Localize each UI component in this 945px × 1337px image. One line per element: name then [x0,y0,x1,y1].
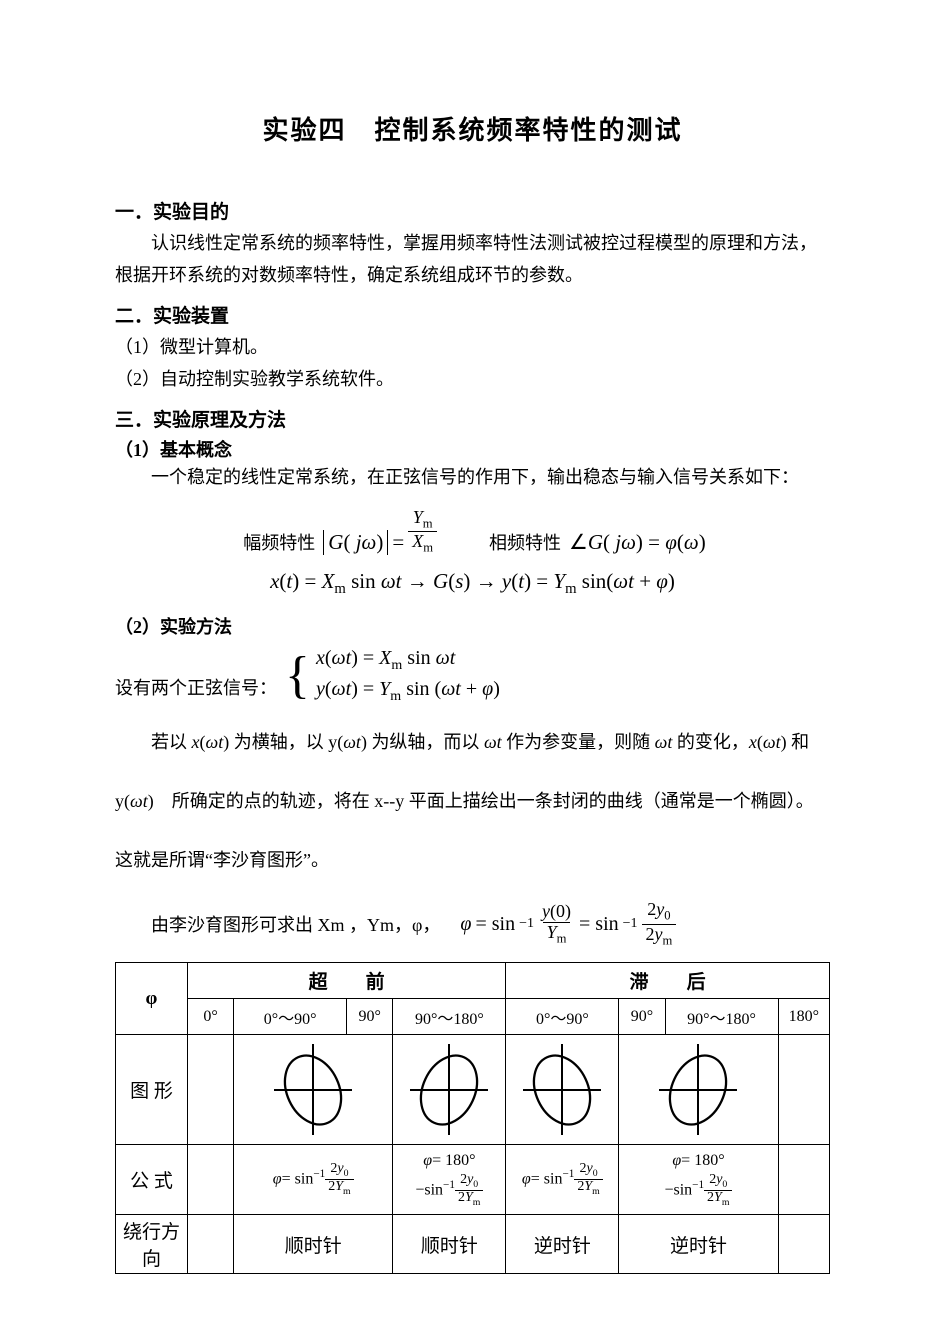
shape-lead-3 [393,1035,506,1145]
formula-lag-0: φ= sin−12y02Ym [506,1145,619,1215]
shape-lead-1 [234,1035,393,1145]
dir-lag-0: 逆时针 [506,1215,619,1274]
lissajous-table: φ 超 前 滞 后 0° 0°～90° 90° 90°～180° 0°～90° … [115,962,830,1274]
row-formula-label: 公 式 [116,1145,188,1215]
amp-phase-row: 幅频特性 G( jω) = Ym Xm 相频特性 ∠G( jω) = φ(ω) [115,508,830,556]
sec3-head: 三．实验原理及方法 [115,405,830,432]
dir-lead-1: 顺时针 [234,1215,393,1274]
ellipse-icon [404,1042,494,1137]
shape-lag-2 [619,1035,778,1145]
row-dir-label: 绕行方向 [116,1215,188,1274]
sec2-item2: （2）自动控制实验教学系统软件。 [115,364,830,396]
h-lag-1: 90° [619,999,665,1035]
two-sine-lead: 设有两个正弦信号： [115,673,277,705]
sec3-sub1-line: 一个稳定的线性定常系统，在正弦信号的作用下，输出稳态与输入信号关系如下： [115,462,830,494]
formula-lag-2: φ= 180° −sin−12y02Ym [619,1145,778,1215]
dir-lag-2: 逆时针 [619,1215,778,1274]
h-lag-0: 0°～90° [506,999,619,1035]
shape-lag-3 [778,1035,829,1145]
formula-lag-3 [778,1145,829,1215]
phi-formula: φ = sin−1 y(0)Ym = sin−1 2y02ym [460,900,676,948]
sec1-head: 一．实验目的 [115,197,830,224]
shape-lead-0 [187,1035,233,1145]
h-lead-1: 0°～90° [234,999,347,1035]
doc-title: 实验四 控制系统频率特性的测试 [115,110,830,147]
ellipse-icon [268,1042,358,1137]
h-lag-2: 90°～180° [665,999,778,1035]
amp-abs: G( jω) [323,530,388,555]
shape-lag-0 [506,1035,619,1145]
h-lead-0: 0° [187,999,233,1035]
phase-label: 相频特性 [489,529,561,555]
dir-lead-3: 顺时针 [393,1215,506,1274]
formula-lead-0 [187,1145,233,1215]
lissajous-para-c: 这就是所谓“李沙育图形”。 [115,839,830,882]
sine-line-1: x(ωt) = Xm sin ωt [316,647,500,674]
lissajous-para: 若以 x(ωt) 为横轴，以 y(ωt) 为纵轴，而以 ωt 作为参变量，则随 … [115,721,830,764]
amp-frac: Ym Xm [408,508,437,556]
brace-icon: { [285,650,310,702]
dir-lag-3 [778,1215,829,1274]
phi-derive-row: 由李沙育图形可求出 Xm ，Ym，φ， φ = sin−1 y(0)Ym = s… [115,900,830,948]
h-lead-2: 90° [347,999,393,1035]
ellipse-icon [517,1042,607,1137]
sec2-item1: （1）微型计算机。 [115,332,830,364]
formula-lead-1: φ= sin−12y02Ym [234,1145,393,1215]
h-lag-3: 180° [778,999,829,1035]
phase-expr: ∠G( jω) = φ(ω) [569,530,706,555]
eq-sign-1: = [392,530,404,555]
amp-label: 幅频特性 [243,529,315,555]
two-sine-row: 设有两个正弦信号： { x(ωt) = Xm sin ωt y(ωt) = Ym… [115,647,830,705]
h-lead-3: 90°～180° [393,999,506,1035]
flow-formula: x(t) = Xm sin ωt → G(s) → y(t) = Ym sin(… [115,569,830,598]
sec3-sub2-head: （2）实验方法 [115,613,830,639]
row-shape-label: 图 形 [116,1035,188,1145]
sine-line-2: y(ωt) = Ym sin (ωt + φ) [316,678,500,705]
phi-lead: 由李沙育图形可求出 Xm ，Ym，φ， [115,911,440,937]
ellipse-icon [653,1042,743,1137]
sec2-head: 二．实验装置 [115,301,830,328]
th-phi: φ [116,963,188,1035]
dir-lead-0 [187,1215,233,1274]
th-lag: 滞 后 [506,963,830,999]
sec3-sub1-head: （1）基本概念 [115,436,830,462]
th-lead: 超 前 [187,963,505,999]
formula-lead-3: φ= 180° −sin−12y02Ym [393,1145,506,1215]
lissajous-para-b: y(ωt) 所确定的点的轨迹，将在 x--y 平面上描绘出一条封闭的曲线（通常是… [115,780,830,823]
sec1-body: 认识线性定常系统的频率特性，掌握用频率特性法测试被控过程模型的原理和方法，根据开… [115,228,830,291]
